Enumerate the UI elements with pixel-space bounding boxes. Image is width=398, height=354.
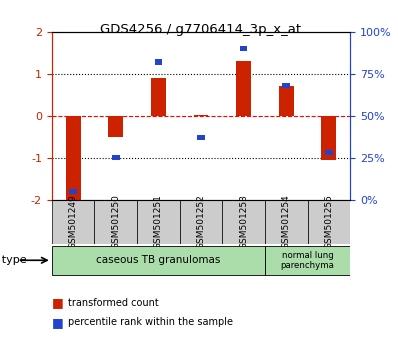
- Bar: [154, 59, 162, 65]
- Text: cell type: cell type: [0, 255, 27, 265]
- Bar: [265, 200, 308, 244]
- Bar: [94, 200, 137, 244]
- Bar: [193, 115, 209, 116]
- Bar: [66, 116, 80, 202]
- Bar: [52, 200, 94, 244]
- Text: GSM501251: GSM501251: [154, 195, 163, 250]
- Text: GSM501255: GSM501255: [324, 195, 334, 250]
- Text: GSM501252: GSM501252: [197, 195, 205, 250]
- Bar: [279, 86, 294, 116]
- Bar: [179, 200, 222, 244]
- Bar: [52, 246, 265, 275]
- Bar: [108, 116, 123, 137]
- Text: GSM501249: GSM501249: [68, 195, 78, 250]
- Bar: [325, 150, 333, 155]
- Text: percentile rank within the sample: percentile rank within the sample: [68, 317, 233, 327]
- Bar: [308, 200, 350, 244]
- Bar: [151, 78, 166, 116]
- Bar: [137, 200, 179, 244]
- Text: GSM501254: GSM501254: [282, 195, 291, 250]
- Bar: [69, 189, 77, 194]
- Text: transformed count: transformed count: [68, 298, 158, 308]
- Text: GSM501250: GSM501250: [111, 195, 120, 250]
- Text: normal lung
parenchyma: normal lung parenchyma: [281, 251, 335, 270]
- Bar: [112, 155, 119, 160]
- Text: GDS4256 / g7706414_3p_x_at: GDS4256 / g7706414_3p_x_at: [100, 23, 302, 36]
- Bar: [240, 46, 248, 51]
- Bar: [222, 200, 265, 244]
- Text: ■: ■: [52, 316, 64, 329]
- Text: caseous TB granulomas: caseous TB granulomas: [96, 255, 220, 265]
- Bar: [322, 116, 336, 160]
- Bar: [283, 83, 290, 88]
- Bar: [265, 246, 350, 275]
- Text: ■: ■: [52, 296, 64, 309]
- Bar: [197, 135, 205, 140]
- Text: GSM501253: GSM501253: [239, 195, 248, 250]
- Bar: [236, 61, 251, 116]
